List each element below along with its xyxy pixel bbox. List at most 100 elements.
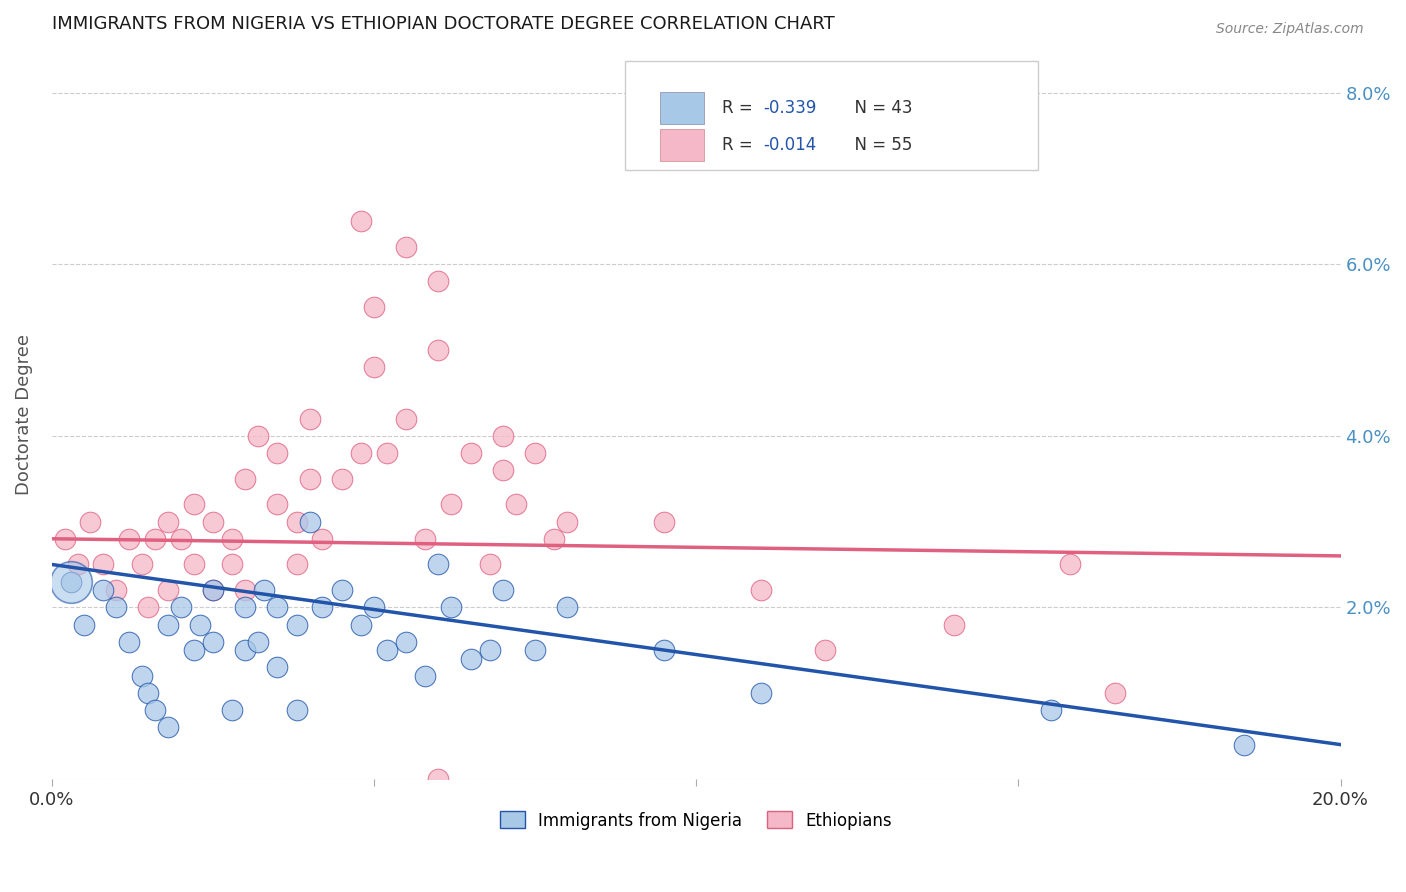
Text: R =: R = bbox=[721, 99, 758, 117]
Point bbox=[73, 617, 96, 632]
Point bbox=[201, 583, 224, 598]
Point bbox=[350, 214, 373, 228]
Point bbox=[143, 532, 166, 546]
Y-axis label: Doctorate Degree: Doctorate Degree bbox=[15, 334, 32, 495]
Point bbox=[749, 583, 772, 598]
Point bbox=[375, 446, 398, 460]
Point bbox=[233, 583, 256, 598]
Point bbox=[221, 703, 243, 717]
Point bbox=[814, 643, 837, 657]
Point bbox=[524, 446, 547, 460]
Point bbox=[1039, 703, 1062, 717]
Point bbox=[91, 583, 114, 598]
Point bbox=[311, 532, 333, 546]
Point bbox=[555, 600, 578, 615]
Point bbox=[169, 600, 191, 615]
Point bbox=[246, 429, 269, 443]
Point bbox=[311, 600, 333, 615]
Point bbox=[233, 600, 256, 615]
Point bbox=[105, 583, 128, 598]
Point bbox=[201, 515, 224, 529]
Point bbox=[183, 643, 205, 657]
Point bbox=[363, 600, 385, 615]
Point bbox=[652, 643, 675, 657]
Point bbox=[427, 772, 450, 786]
Point bbox=[298, 411, 321, 425]
Point bbox=[395, 634, 418, 648]
Point bbox=[156, 721, 179, 735]
Point bbox=[505, 498, 527, 512]
Text: N = 55: N = 55 bbox=[845, 136, 912, 153]
Point bbox=[105, 600, 128, 615]
Point bbox=[138, 600, 160, 615]
Text: -0.014: -0.014 bbox=[763, 136, 817, 153]
Point bbox=[543, 532, 565, 546]
Text: IMMIGRANTS FROM NIGERIA VS ETHIOPIAN DOCTORATE DEGREE CORRELATION CHART: IMMIGRANTS FROM NIGERIA VS ETHIOPIAN DOC… bbox=[52, 15, 835, 33]
Point bbox=[330, 583, 353, 598]
Point bbox=[60, 574, 83, 589]
Text: Source: ZipAtlas.com: Source: ZipAtlas.com bbox=[1216, 22, 1364, 37]
Point bbox=[156, 617, 179, 632]
Point bbox=[350, 617, 373, 632]
Point bbox=[221, 532, 243, 546]
Point bbox=[118, 532, 141, 546]
Point bbox=[246, 634, 269, 648]
Point bbox=[233, 643, 256, 657]
Point bbox=[1104, 686, 1126, 700]
FancyBboxPatch shape bbox=[659, 128, 704, 161]
Point bbox=[350, 446, 373, 460]
FancyBboxPatch shape bbox=[659, 92, 704, 124]
Point bbox=[460, 446, 482, 460]
Point bbox=[492, 429, 515, 443]
Point bbox=[363, 300, 385, 314]
Point bbox=[285, 617, 308, 632]
Point bbox=[156, 583, 179, 598]
Point bbox=[188, 617, 211, 632]
Point bbox=[375, 643, 398, 657]
Point bbox=[131, 558, 153, 572]
Point bbox=[266, 600, 288, 615]
Legend: Immigrants from Nigeria, Ethiopians: Immigrants from Nigeria, Ethiopians bbox=[494, 805, 898, 836]
Point bbox=[395, 411, 418, 425]
Point bbox=[440, 600, 463, 615]
Point bbox=[53, 532, 76, 546]
Point bbox=[427, 274, 450, 288]
Text: -0.339: -0.339 bbox=[763, 99, 817, 117]
Point bbox=[156, 515, 179, 529]
Point bbox=[652, 515, 675, 529]
Point bbox=[363, 360, 385, 375]
Point bbox=[221, 558, 243, 572]
Text: R =: R = bbox=[721, 136, 758, 153]
Point bbox=[1233, 738, 1256, 752]
Text: N = 43: N = 43 bbox=[845, 99, 912, 117]
Point bbox=[131, 669, 153, 683]
Point bbox=[201, 583, 224, 598]
Point bbox=[266, 498, 288, 512]
Point bbox=[427, 558, 450, 572]
Point bbox=[201, 634, 224, 648]
Point bbox=[298, 515, 321, 529]
Point bbox=[492, 583, 515, 598]
Point bbox=[266, 446, 288, 460]
Point bbox=[415, 532, 437, 546]
Point bbox=[138, 686, 160, 700]
Point bbox=[524, 643, 547, 657]
Point bbox=[91, 558, 114, 572]
Point bbox=[183, 558, 205, 572]
Point bbox=[330, 472, 353, 486]
Point bbox=[427, 343, 450, 357]
Point bbox=[395, 240, 418, 254]
Point bbox=[79, 515, 101, 529]
Point bbox=[478, 643, 501, 657]
Point bbox=[266, 660, 288, 674]
Point bbox=[143, 703, 166, 717]
Point bbox=[169, 532, 191, 546]
Point bbox=[478, 558, 501, 572]
Point bbox=[942, 617, 965, 632]
Point bbox=[253, 583, 276, 598]
Point bbox=[298, 472, 321, 486]
Point bbox=[555, 515, 578, 529]
Point bbox=[285, 703, 308, 717]
Point bbox=[118, 634, 141, 648]
Point bbox=[749, 686, 772, 700]
